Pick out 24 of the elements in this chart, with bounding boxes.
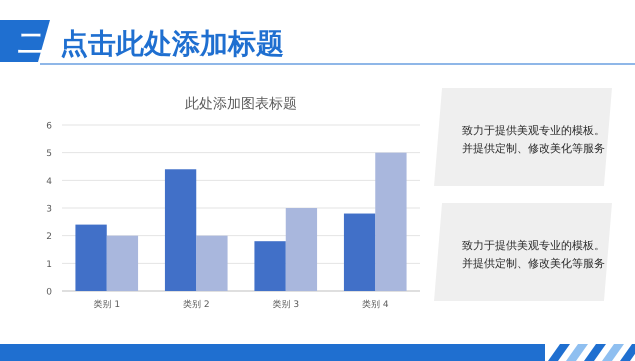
x-tick-label: 类别 1 — [93, 299, 120, 310]
text: 二 — [18, 29, 44, 59]
x-tick-label: 类别 3 — [272, 299, 300, 310]
bar — [196, 236, 228, 291]
text: 致力于提供美观专业的模板。并提供定制、修改美化等服务 — [462, 239, 605, 270]
y-tick-label: 5 — [46, 149, 52, 160]
bar — [344, 214, 376, 291]
text: 致力于提供美观专业的模板。并提供定制、修改美化等服务 — [462, 124, 605, 155]
y-tick-label: 3 — [46, 204, 52, 214]
y-tick-label: 4 — [46, 176, 52, 187]
bar — [254, 241, 286, 291]
bar — [106, 236, 138, 291]
x-tick-label: 类别 4 — [362, 299, 389, 310]
y-tick-label: 0 — [46, 288, 52, 298]
y-tick-label: 2 — [46, 232, 52, 242]
bar — [164, 169, 196, 291]
x-tick-label: 类别 2 — [182, 299, 210, 310]
bar — [286, 208, 318, 291]
text: 点击此处添加标题 — [60, 27, 284, 60]
y-tick-label: 6 — [46, 122, 52, 132]
bar — [375, 152, 407, 291]
y-tick-label: 1 — [46, 260, 52, 270]
bar — [75, 224, 107, 291]
chart-title: 此处添加图表标题 — [185, 96, 297, 112]
